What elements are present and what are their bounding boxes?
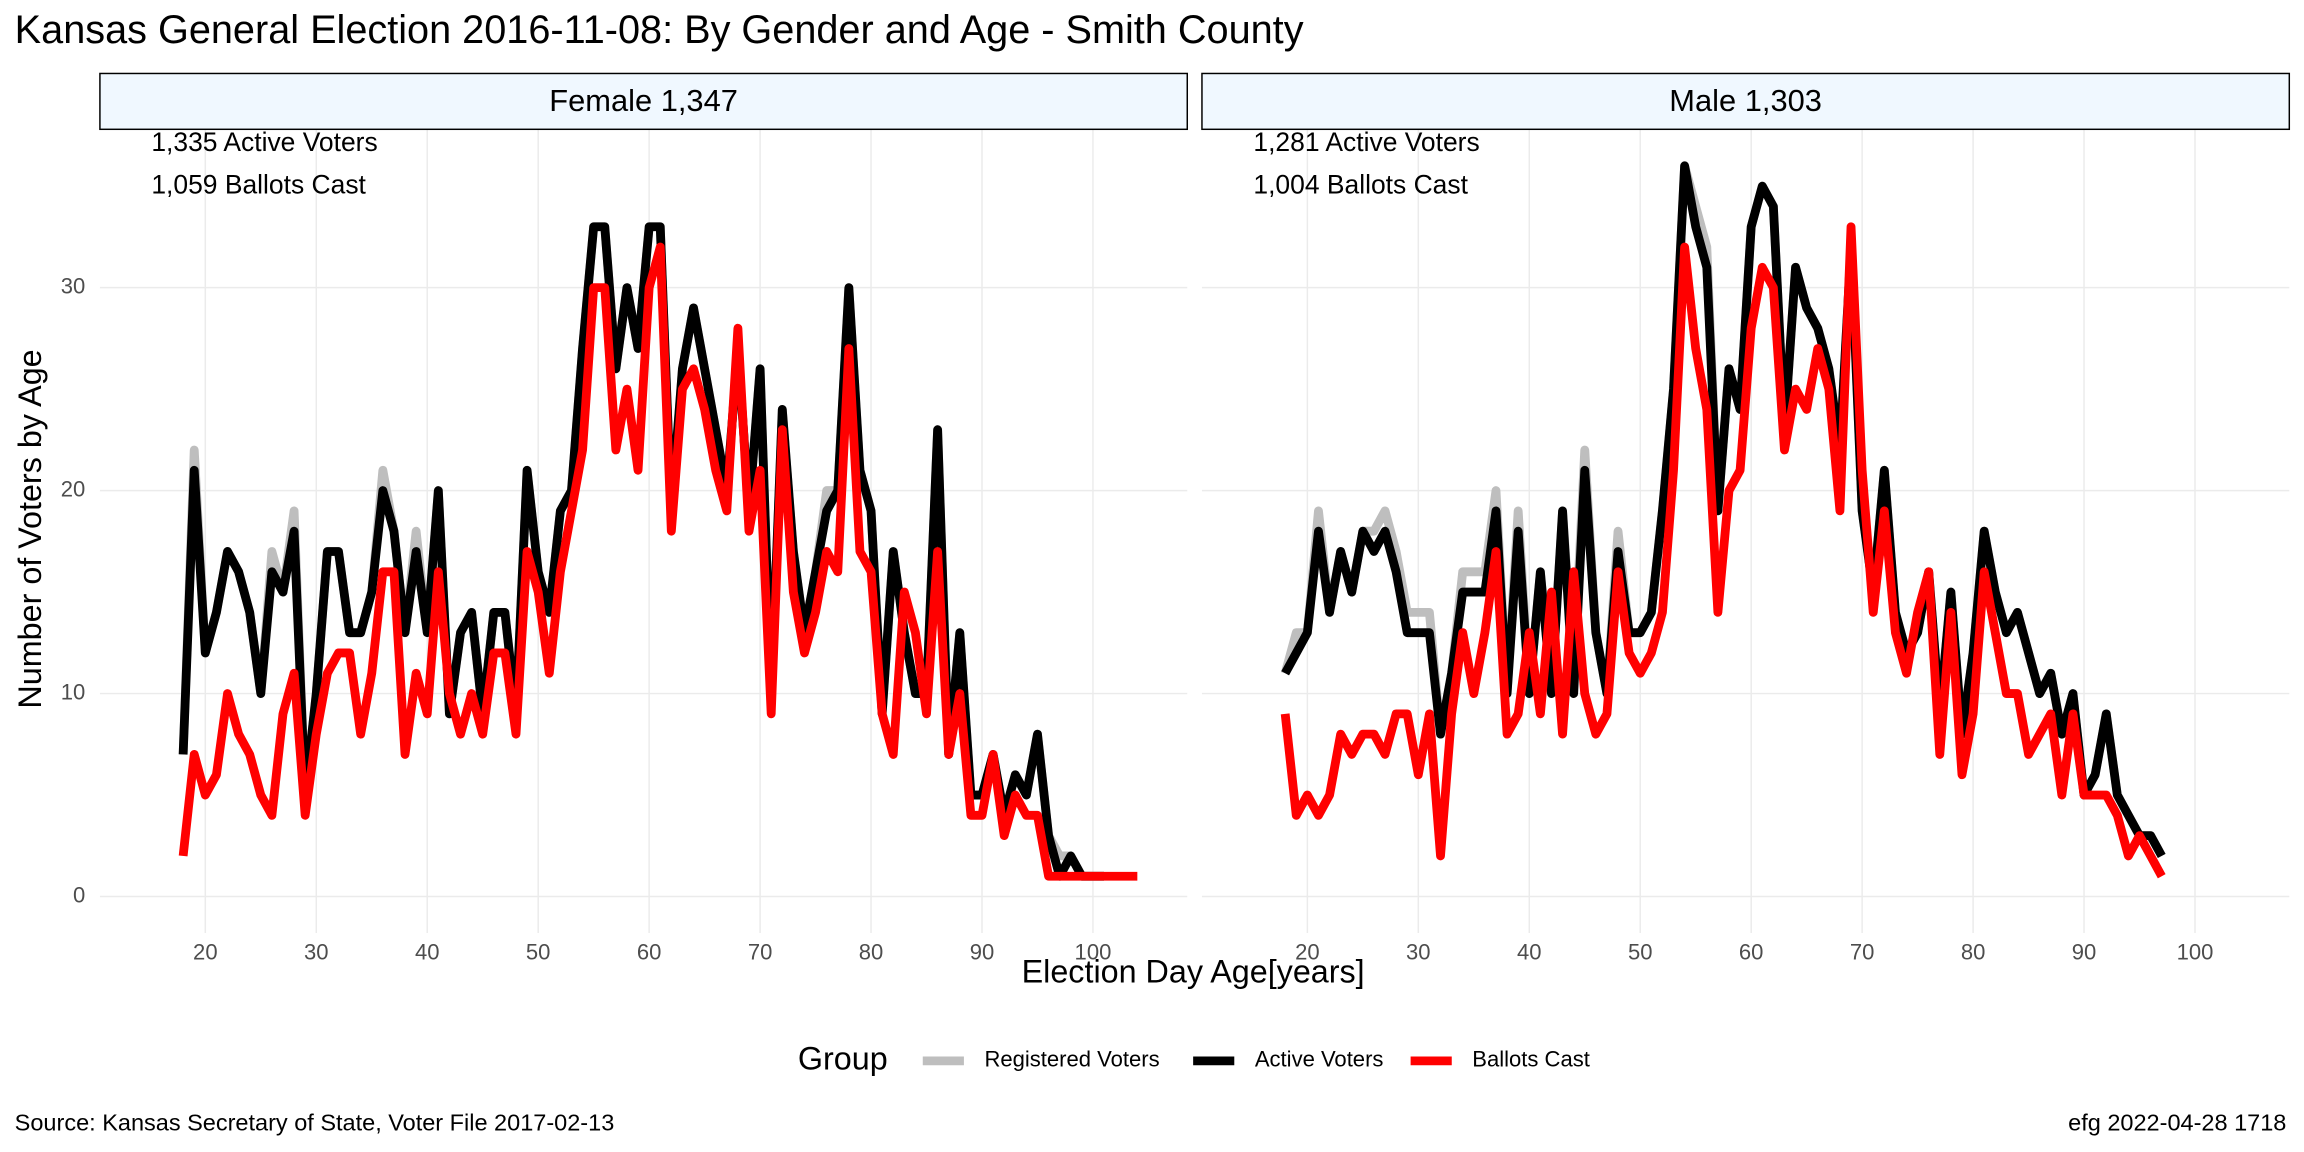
- y-tick-label: 30: [61, 273, 86, 298]
- facet-title: Female 1,347: [549, 83, 738, 118]
- x-tick-label: 20: [193, 939, 218, 964]
- facet-title: Male 1,303: [1669, 83, 1822, 118]
- y-axis-label: Number of Voters by Age: [12, 349, 48, 708]
- legend-title: Group: [798, 1040, 888, 1076]
- x-tick-label: 70: [748, 939, 773, 964]
- y-tick-label: 10: [61, 679, 86, 704]
- legend-label: Ballots Cast: [1472, 1047, 1590, 1072]
- y-tick-label: 20: [61, 476, 86, 501]
- x-axis-label: Election Day Age[years]: [1022, 954, 1365, 990]
- x-tick-label: 30: [1406, 939, 1431, 964]
- annotation: 1,004 Ballots Cast: [1253, 170, 1468, 200]
- x-tick-label: 20: [1295, 939, 1320, 964]
- legend-label: Registered Voters: [984, 1047, 1159, 1072]
- x-tick-label: 60: [1739, 939, 1764, 964]
- x-tick-label: 100: [1075, 939, 1112, 964]
- x-tick-label: 40: [1517, 939, 1542, 964]
- series-line: [1280, 222, 2166, 879]
- x-tick-label: 30: [304, 939, 329, 964]
- x-tick-label: 100: [2177, 939, 2214, 964]
- x-tick-label: 50: [526, 939, 551, 964]
- facet-strip: [1201, 72, 2291, 131]
- x-tick-label: 90: [970, 939, 995, 964]
- annotation: 1,059 Ballots Cast: [151, 170, 366, 200]
- chart-title: Kansas General Election 2016-11-08: By G…: [15, 8, 1304, 52]
- y-tick-label: 0: [73, 882, 85, 907]
- x-tick-label: 40: [415, 939, 440, 964]
- annotation: 1,281 Active Voters: [1253, 127, 1479, 157]
- x-tick-label: 50: [1628, 939, 1653, 964]
- x-tick-label: 80: [859, 939, 884, 964]
- series-line: [1281, 161, 2166, 859]
- x-tick-label: 70: [1850, 939, 1875, 964]
- x-tick-label: 80: [1961, 939, 1986, 964]
- facet-strip: [99, 72, 1188, 131]
- x-tick-label: 90: [2072, 939, 2097, 964]
- source-caption: Source: Kansas Secretary of State, Voter…: [15, 1109, 615, 1135]
- x-tick-label: 60: [637, 939, 662, 964]
- annotation: 1,335 Active Voters: [151, 127, 377, 157]
- series-line: [178, 242, 1138, 881]
- credit-caption: efg 2022-04-28 1718: [2068, 1109, 2286, 1135]
- legend-label: Active Voters: [1255, 1047, 1384, 1072]
